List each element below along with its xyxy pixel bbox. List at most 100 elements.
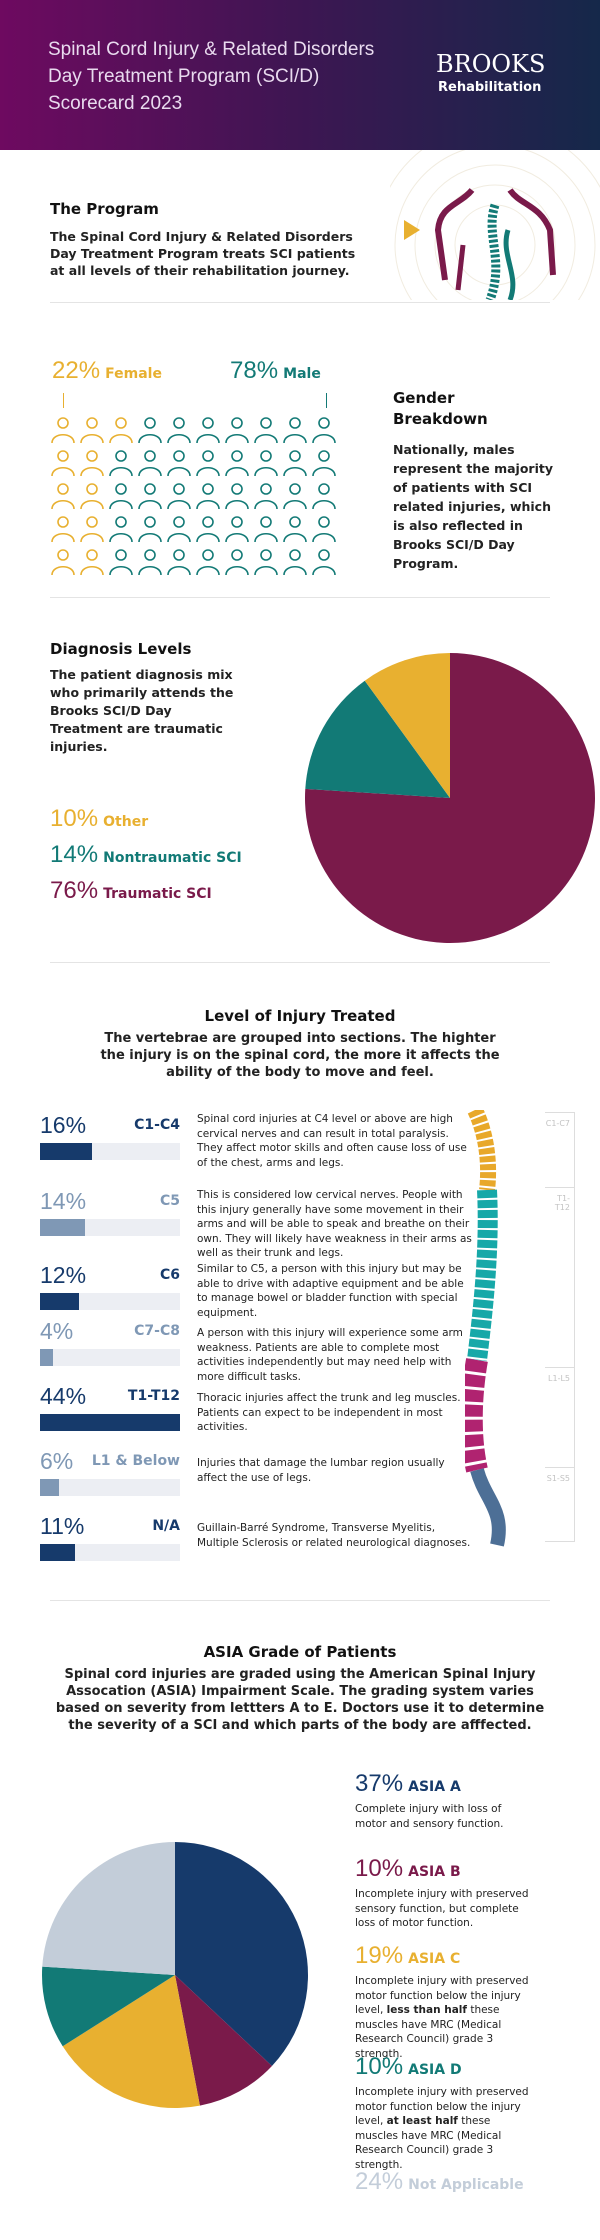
male-person-icon	[196, 483, 220, 510]
male-label: Male	[283, 366, 321, 382]
legend-item-traumatic: 76% Traumatic SCI	[50, 877, 242, 913]
injury-pct: 6%	[40, 1448, 74, 1474]
spine-label-sacral: S1-S5	[545, 1467, 575, 1542]
program-text: The Spinal Cord Injury & Related Disorde…	[50, 229, 356, 278]
male-person-icon	[196, 549, 220, 576]
asia-item: 24% Not Applicable	[355, 2168, 524, 2196]
male-person-icon	[312, 450, 336, 477]
asia-item: 37% ASIA A Complete injury with loss of m…	[355, 1770, 535, 1831]
diagnosis-text: The patient diagnosis mix who primarily …	[50, 667, 234, 754]
male-person-icon	[167, 417, 191, 444]
male-person-icon	[312, 417, 336, 444]
male-person-icon	[312, 516, 336, 543]
injury-bar-fill	[40, 1479, 60, 1496]
male-stat: 78% Male	[230, 357, 321, 385]
asia-pie-chart	[42, 1842, 309, 2108]
asia-description: Incomplete injury with preserved sensory…	[355, 1888, 529, 1929]
injury-bar-fill	[40, 1414, 180, 1431]
brooks-logo: BROOKS	[436, 50, 546, 78]
injury-pct: 44%	[40, 1383, 87, 1409]
pie-slice-asia-c	[62, 1975, 200, 2108]
divider	[50, 1600, 550, 1601]
female-stat: 22% Female	[52, 357, 162, 385]
spine-segment-labels: C1-C7 T1-T12 L1-L5 S1-S5	[540, 1112, 575, 1542]
spine-illustration	[465, 1110, 506, 1547]
pie-slice-nontraumatic	[305, 680, 450, 798]
male-person-icon	[254, 450, 278, 477]
female-person-icon	[80, 450, 104, 477]
legend-label: Other	[103, 814, 149, 830]
injury-title: Level of Injury Treated	[204, 1007, 396, 1025]
legend-pct: 14%	[50, 841, 99, 868]
injury-bar-fill	[40, 1293, 79, 1310]
injury-bar-fill	[40, 1143, 92, 1160]
divider	[50, 597, 550, 598]
diagnosis-pie-chart	[305, 653, 595, 943]
female-pct: 22%	[52, 357, 101, 384]
injury-bar-fill	[40, 1544, 76, 1561]
program-title: The Program	[50, 200, 159, 218]
injury-subtitle: The vertebrae are grouped into sections.…	[100, 1031, 500, 1080]
legend-label: Traumatic SCI	[103, 886, 212, 902]
injury-pct: 16%	[40, 1112, 87, 1138]
male-person-icon	[283, 549, 307, 576]
asia-grade-label: ASIA D	[408, 2062, 462, 2078]
female-person-icon	[80, 483, 104, 510]
divider	[50, 302, 550, 303]
male-person-icon	[138, 549, 162, 576]
injury-level-label: T1-T12	[127, 1388, 180, 1404]
diagnosis-legend: 10% Other 14% Nontraumatic SCI 76% Traum…	[50, 805, 242, 913]
male-person-icon	[167, 516, 191, 543]
diagnosis-title: Diagnosis Levels	[50, 640, 192, 658]
asia-pct: 10%	[355, 2053, 404, 2080]
male-person-icon	[167, 549, 191, 576]
male-person-icon	[196, 516, 220, 543]
legend-item-other: 10% Other	[50, 805, 242, 841]
male-person-icon	[196, 417, 220, 444]
male-person-icon	[254, 483, 278, 510]
injury-bar	[40, 1143, 180, 1160]
injury-bar	[40, 1219, 180, 1236]
desc-emphasis: less than half	[386, 2004, 467, 2016]
asia-pct: 10%	[355, 1855, 404, 1882]
male-person-icon	[254, 417, 278, 444]
male-person-icon	[109, 483, 133, 510]
female-person-icon	[109, 417, 133, 444]
legend-label: Nontraumatic SCI	[103, 850, 242, 866]
male-person-icon	[109, 549, 133, 576]
pie-slice-other	[364, 653, 450, 798]
male-person-icon	[254, 516, 278, 543]
injury-description: A person with this injury will experienc…	[197, 1327, 463, 1383]
injury-pct: 4%	[40, 1318, 74, 1344]
injury-description: Similar to C5, a person with this injury…	[197, 1263, 464, 1319]
male-person-icon	[312, 483, 336, 510]
asia-pct: 19%	[355, 1942, 404, 1969]
male-pct: 78%	[230, 357, 279, 384]
male-person-icon	[167, 450, 191, 477]
female-person-icon	[51, 417, 75, 444]
male-person-icon	[138, 450, 162, 477]
asia-item: 10% ASIA D Incomplete injury with preserv…	[355, 2053, 535, 2172]
injury-level-label: C1-C4	[134, 1117, 180, 1133]
brooks-logo-subtitle: Rehabilitation	[438, 80, 542, 95]
male-person-icon	[283, 417, 307, 444]
injury-bar	[40, 1479, 180, 1496]
male-person-icon	[225, 549, 249, 576]
male-person-icon	[225, 450, 249, 477]
asia-description: Incomplete injury with preserved motor f…	[355, 2085, 535, 2172]
male-person-icon	[254, 549, 278, 576]
male-person-icon	[109, 450, 133, 477]
injury-level-label: C7-C8	[134, 1323, 180, 1339]
asia-description: Complete injury with loss of motor and s…	[355, 1803, 504, 1830]
male-pointer	[326, 393, 327, 408]
injury-description: This is considered low cervical nerves. …	[197, 1189, 472, 1259]
spine-label-thoracic: T1-T12	[545, 1187, 575, 1367]
pie-slice-asia-b	[175, 1975, 272, 2106]
male-person-icon	[196, 450, 220, 477]
male-person-icon	[283, 483, 307, 510]
female-person-icon	[51, 516, 75, 543]
male-person-icon	[225, 516, 249, 543]
injury-level-label: C6	[159, 1267, 180, 1283]
male-person-icon	[225, 483, 249, 510]
female-person-icon	[51, 450, 75, 477]
